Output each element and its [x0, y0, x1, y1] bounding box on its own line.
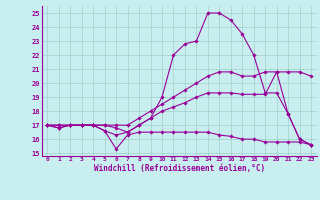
- X-axis label: Windchill (Refroidissement éolien,°C): Windchill (Refroidissement éolien,°C): [94, 164, 265, 173]
